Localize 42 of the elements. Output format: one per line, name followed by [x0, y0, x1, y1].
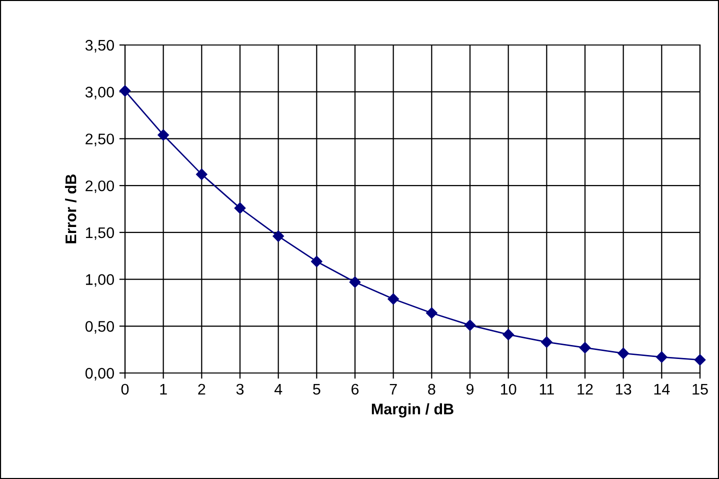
point — [694, 354, 706, 366]
point — [502, 328, 514, 340]
y-tick-label: 1,50 — [86, 227, 114, 240]
x-tick-label: 8 — [428, 384, 436, 395]
x-tick-label: 12 — [578, 384, 593, 394]
point — [426, 307, 438, 319]
point — [119, 85, 131, 97]
y-axis-title: Error / dB — [65, 174, 76, 244]
x-tick-label: 14 — [654, 384, 670, 394]
x-tick-label: 11 — [540, 384, 554, 394]
x-tick-label: 7 — [390, 384, 397, 394]
x-tick-label: 9 — [466, 384, 474, 395]
point — [464, 320, 476, 331]
y-tick-label: 0,00 — [85, 368, 114, 380]
point — [656, 351, 668, 363]
y-tick-label: 3,50 — [85, 40, 114, 52]
point — [272, 230, 284, 242]
x-tick-label: 5 — [313, 384, 320, 395]
x-tick-label: 6 — [352, 384, 359, 395]
x-tick-label: 4 — [274, 384, 282, 394]
x-tick-label: 0 — [121, 384, 129, 395]
y-tick-label: 2,00 — [86, 180, 114, 194]
x-axis-title: Margin / dB — [372, 403, 454, 418]
point — [158, 129, 169, 141]
y-tick-label: 0,50 — [85, 321, 114, 334]
point — [311, 256, 322, 268]
x-tick-label: 2 — [198, 384, 206, 394]
x-tick-label: 15 — [692, 384, 708, 395]
x-tick-label: 13 — [616, 384, 632, 395]
y-tick-label: 2,50 — [86, 134, 114, 146]
point — [349, 276, 361, 288]
point — [579, 342, 591, 354]
point — [618, 348, 629, 359]
point — [388, 293, 399, 305]
x-tick-label: 3 — [236, 384, 244, 395]
point — [196, 168, 208, 180]
y-tick-label: 3,00 — [85, 86, 114, 100]
y-tick-label: 1,00 — [86, 274, 114, 287]
x-tick-label: 10 — [501, 384, 516, 395]
x-tick-label: 1 — [160, 384, 167, 394]
point — [541, 336, 552, 348]
point — [234, 202, 246, 214]
